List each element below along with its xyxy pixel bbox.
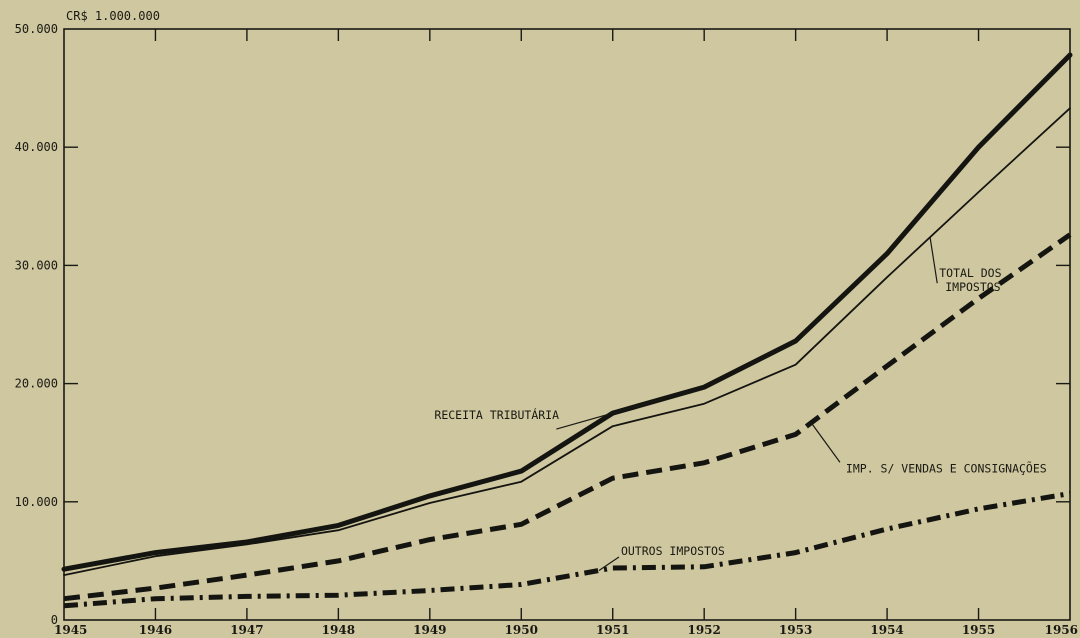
series-line-0 <box>61 52 1073 572</box>
series-line-2 <box>63 232 1072 602</box>
series-label: RECEITA TRIBUTÁRIA <box>434 407 559 422</box>
series-line-3 <box>63 491 1071 609</box>
y-axis-unit-label: CR$ 1.000.000 <box>66 9 160 23</box>
annotation-leader <box>556 398 664 430</box>
x-tick-label: 1946 <box>139 623 172 637</box>
x-tick-label: 1945 <box>54 623 87 637</box>
x-tick-label: 1955 <box>962 623 995 637</box>
annotation-leader <box>929 237 938 284</box>
x-tick-label: 1950 <box>505 623 538 637</box>
annotation-leader <box>810 422 841 463</box>
annotation-leader <box>598 556 620 571</box>
series-label: IMPOSTOS <box>945 280 1000 294</box>
x-tick-label: 1953 <box>779 623 812 637</box>
series-label: OUTROS IMPOSTOS <box>621 544 725 558</box>
x-tick-label: 1949 <box>413 623 446 637</box>
y-tick-label: 30.000 <box>15 258 58 272</box>
x-tick-label: 1956 <box>1045 623 1078 637</box>
series-label: IMP. S/ VENDAS E CONSIGNAÇÕES <box>846 460 1047 475</box>
x-tick-label: 1947 <box>230 623 263 637</box>
x-tick-label: 1951 <box>596 623 629 637</box>
y-tick-label: 40.000 <box>15 140 58 154</box>
series-line-1 <box>63 107 1071 576</box>
x-tick-label: 1948 <box>322 623 355 637</box>
series-label: TOTAL DOS <box>939 266 1001 280</box>
y-tick-label: 0 <box>51 613 58 627</box>
plot-frame <box>63 28 1071 621</box>
y-tick-label: 50.000 <box>15 22 58 36</box>
y-tick-label: 20.000 <box>15 377 58 391</box>
x-tick-label: 1952 <box>687 623 720 637</box>
x-tick-label: 1954 <box>870 623 903 637</box>
y-tick-label: 10.000 <box>15 495 58 509</box>
